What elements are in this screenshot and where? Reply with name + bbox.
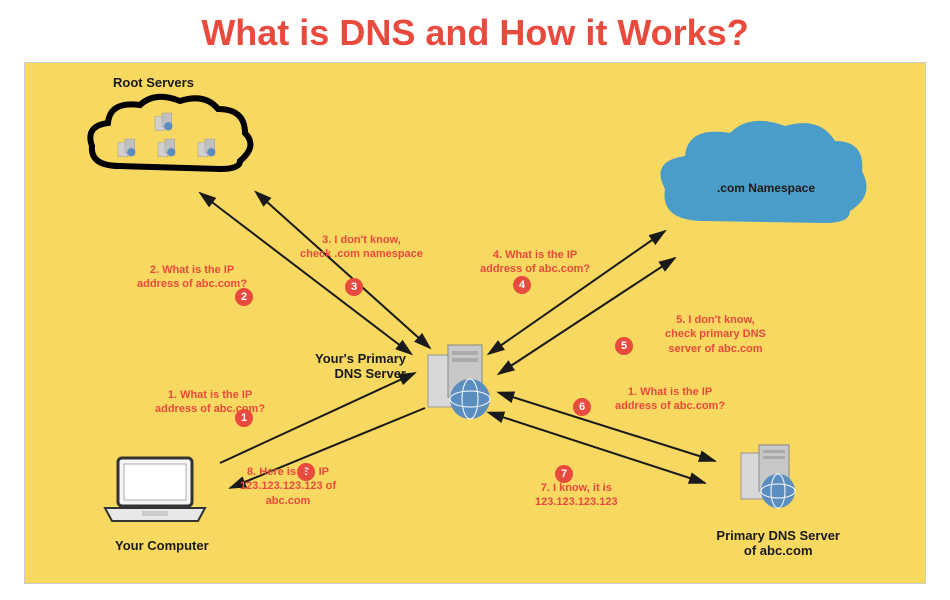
step-badge-4: 4 [513, 276, 531, 294]
root-servers-node [80, 91, 260, 191]
step-text-4: 4. What is the IP address of abc.com? [480, 248, 590, 277]
your-computer-label: Your Computer [115, 538, 209, 553]
dns-diagram: Root Servers .com Namespace Your's Prima… [24, 62, 926, 584]
com-namespace-node [650, 111, 870, 241]
abc-dns-node [735, 443, 805, 518]
root-servers-label: Root Servers [113, 75, 194, 90]
step-text-7: 7. I know, it is 123.123.123.123 [535, 481, 618, 510]
primary-dns-label: Your's Primary DNS Server [315, 351, 406, 381]
your-computer-node [100, 453, 210, 528]
step-text-1: 1. What is the IP address of abc.com? [155, 388, 265, 417]
step-text-6: 1. What is the IP address of abc.com? [615, 385, 725, 414]
abc-dns-label: Primary DNS Server of abc.com [716, 528, 840, 558]
step-badge-6: 6 [573, 398, 591, 416]
step-badge-5: 5 [615, 337, 633, 355]
primary-dns-node [420, 343, 500, 428]
step-text-8: 8. Here is the IP 123.123.123.123 of abc… [240, 465, 336, 508]
step-text-2: 2. What is the IP address of abc.com? [137, 263, 247, 292]
page-title: What is DNS and How it Works? [0, 0, 950, 62]
step-badge-3: 3 [345, 278, 363, 296]
step-text-3: 3. I don't know, check .com namespace [300, 233, 423, 262]
com-namespace-label: .com Namespace [717, 181, 815, 195]
step-text-5: 5. I don't know, check primary DNS serve… [665, 313, 766, 356]
